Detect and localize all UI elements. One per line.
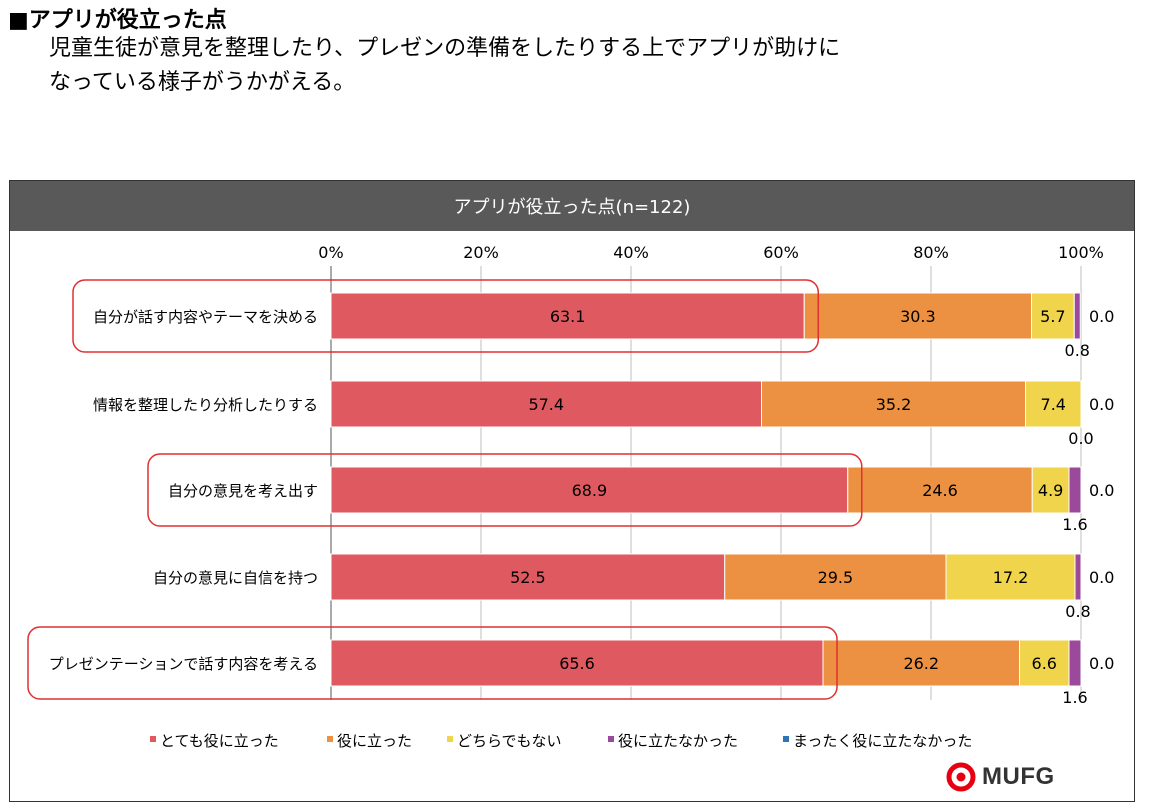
x-tick-label: 0%	[318, 243, 343, 262]
bar-segment	[847, 466, 1033, 514]
bar-segment	[330, 553, 726, 601]
bar-segment	[945, 553, 1076, 601]
category-label: 自分の意見に自信を持つ	[153, 569, 318, 587]
bar-segment	[1019, 639, 1070, 687]
data-label: 63.1	[550, 307, 586, 326]
data-label: 0.0	[1089, 307, 1114, 326]
bar-segment	[330, 639, 824, 687]
data-label: 57.4	[528, 395, 564, 414]
legend-swatch	[447, 736, 453, 742]
data-label: 65.6	[559, 654, 595, 673]
data-label: 5.7	[1040, 307, 1065, 326]
bar-segment	[803, 292, 1032, 340]
description-line-2: なっている様子がうかがえる。	[49, 70, 356, 95]
description-line-1: 児童生徒が意見を整理したり、プレゼンの準備をしたりする上でアプリが助けに	[49, 36, 841, 61]
bar-segment	[1074, 553, 1082, 601]
category-label: 自分の意見を考え出す	[168, 482, 318, 500]
mufg-logo: MUFG	[946, 762, 1055, 792]
section-heading: ■アプリが役立った点	[8, 8, 227, 33]
bar-segment	[330, 292, 805, 340]
data-label: 0.0	[1089, 568, 1114, 587]
highlight-box	[27, 626, 838, 700]
mufg-logo-icon	[946, 762, 976, 792]
bar-segment	[1031, 466, 1070, 514]
x-tick-label: 80%	[913, 243, 949, 262]
data-label: 68.9	[572, 481, 608, 500]
bar-segment	[822, 639, 1020, 687]
data-label: 1.6	[1062, 688, 1087, 707]
legend-swatch	[327, 736, 333, 742]
data-label: 0.0	[1068, 429, 1093, 448]
bar-segment	[1073, 292, 1081, 340]
data-label: 29.5	[818, 568, 854, 587]
data-label: 0.0	[1089, 395, 1114, 414]
bar-segment	[1068, 466, 1082, 514]
data-label: 0.8	[1065, 602, 1090, 621]
bar-segment	[1031, 292, 1075, 340]
legend-label: 役に立った	[337, 732, 412, 750]
legend-swatch	[150, 736, 156, 742]
data-label: 0.8	[1065, 341, 1090, 360]
data-label: 35.2	[876, 395, 912, 414]
bar-segment	[1068, 639, 1082, 687]
legend-swatch	[783, 736, 789, 742]
data-label: 52.5	[510, 568, 546, 587]
bar-segment	[330, 466, 849, 514]
category-label: 自分が話す内容やテーマを決める	[93, 308, 318, 326]
data-label: 0.0	[1089, 654, 1114, 673]
highlight-box	[147, 453, 863, 527]
data-label: 4.9	[1038, 481, 1063, 500]
data-label: 1.6	[1062, 515, 1087, 534]
legend-label: まったく役に立たなかった	[793, 732, 972, 750]
x-tick-label: 20%	[463, 243, 499, 262]
bar-segment	[330, 380, 762, 428]
x-tick-label: 100%	[1058, 243, 1104, 262]
data-label: 17.2	[993, 568, 1029, 587]
x-tick-label: 60%	[763, 243, 799, 262]
category-label: 情報を整理したり分析したりする	[93, 396, 318, 414]
highlight-box	[72, 279, 819, 353]
legend-label: どちらでもない	[457, 732, 562, 750]
legend-label: 役に立たなかった	[618, 732, 738, 750]
data-label: 24.6	[922, 481, 958, 500]
x-tick-label: 40%	[613, 243, 649, 262]
logo-text: MUFG	[982, 763, 1055, 790]
legend-label: とても役に立った	[160, 732, 279, 750]
category-label: プレゼンテーションで話す内容を考える	[49, 655, 318, 673]
bar-segment	[1025, 380, 1082, 428]
chart-title: アプリが役立った点(n=122)	[10, 181, 1134, 231]
legend-swatch	[608, 736, 614, 742]
bar-segment	[724, 553, 947, 601]
data-label: 7.4	[1041, 395, 1066, 414]
data-label: 30.3	[900, 307, 936, 326]
data-label: 6.6	[1032, 654, 1057, 673]
data-label: 0.0	[1089, 481, 1114, 500]
data-label: 26.2	[903, 654, 939, 673]
